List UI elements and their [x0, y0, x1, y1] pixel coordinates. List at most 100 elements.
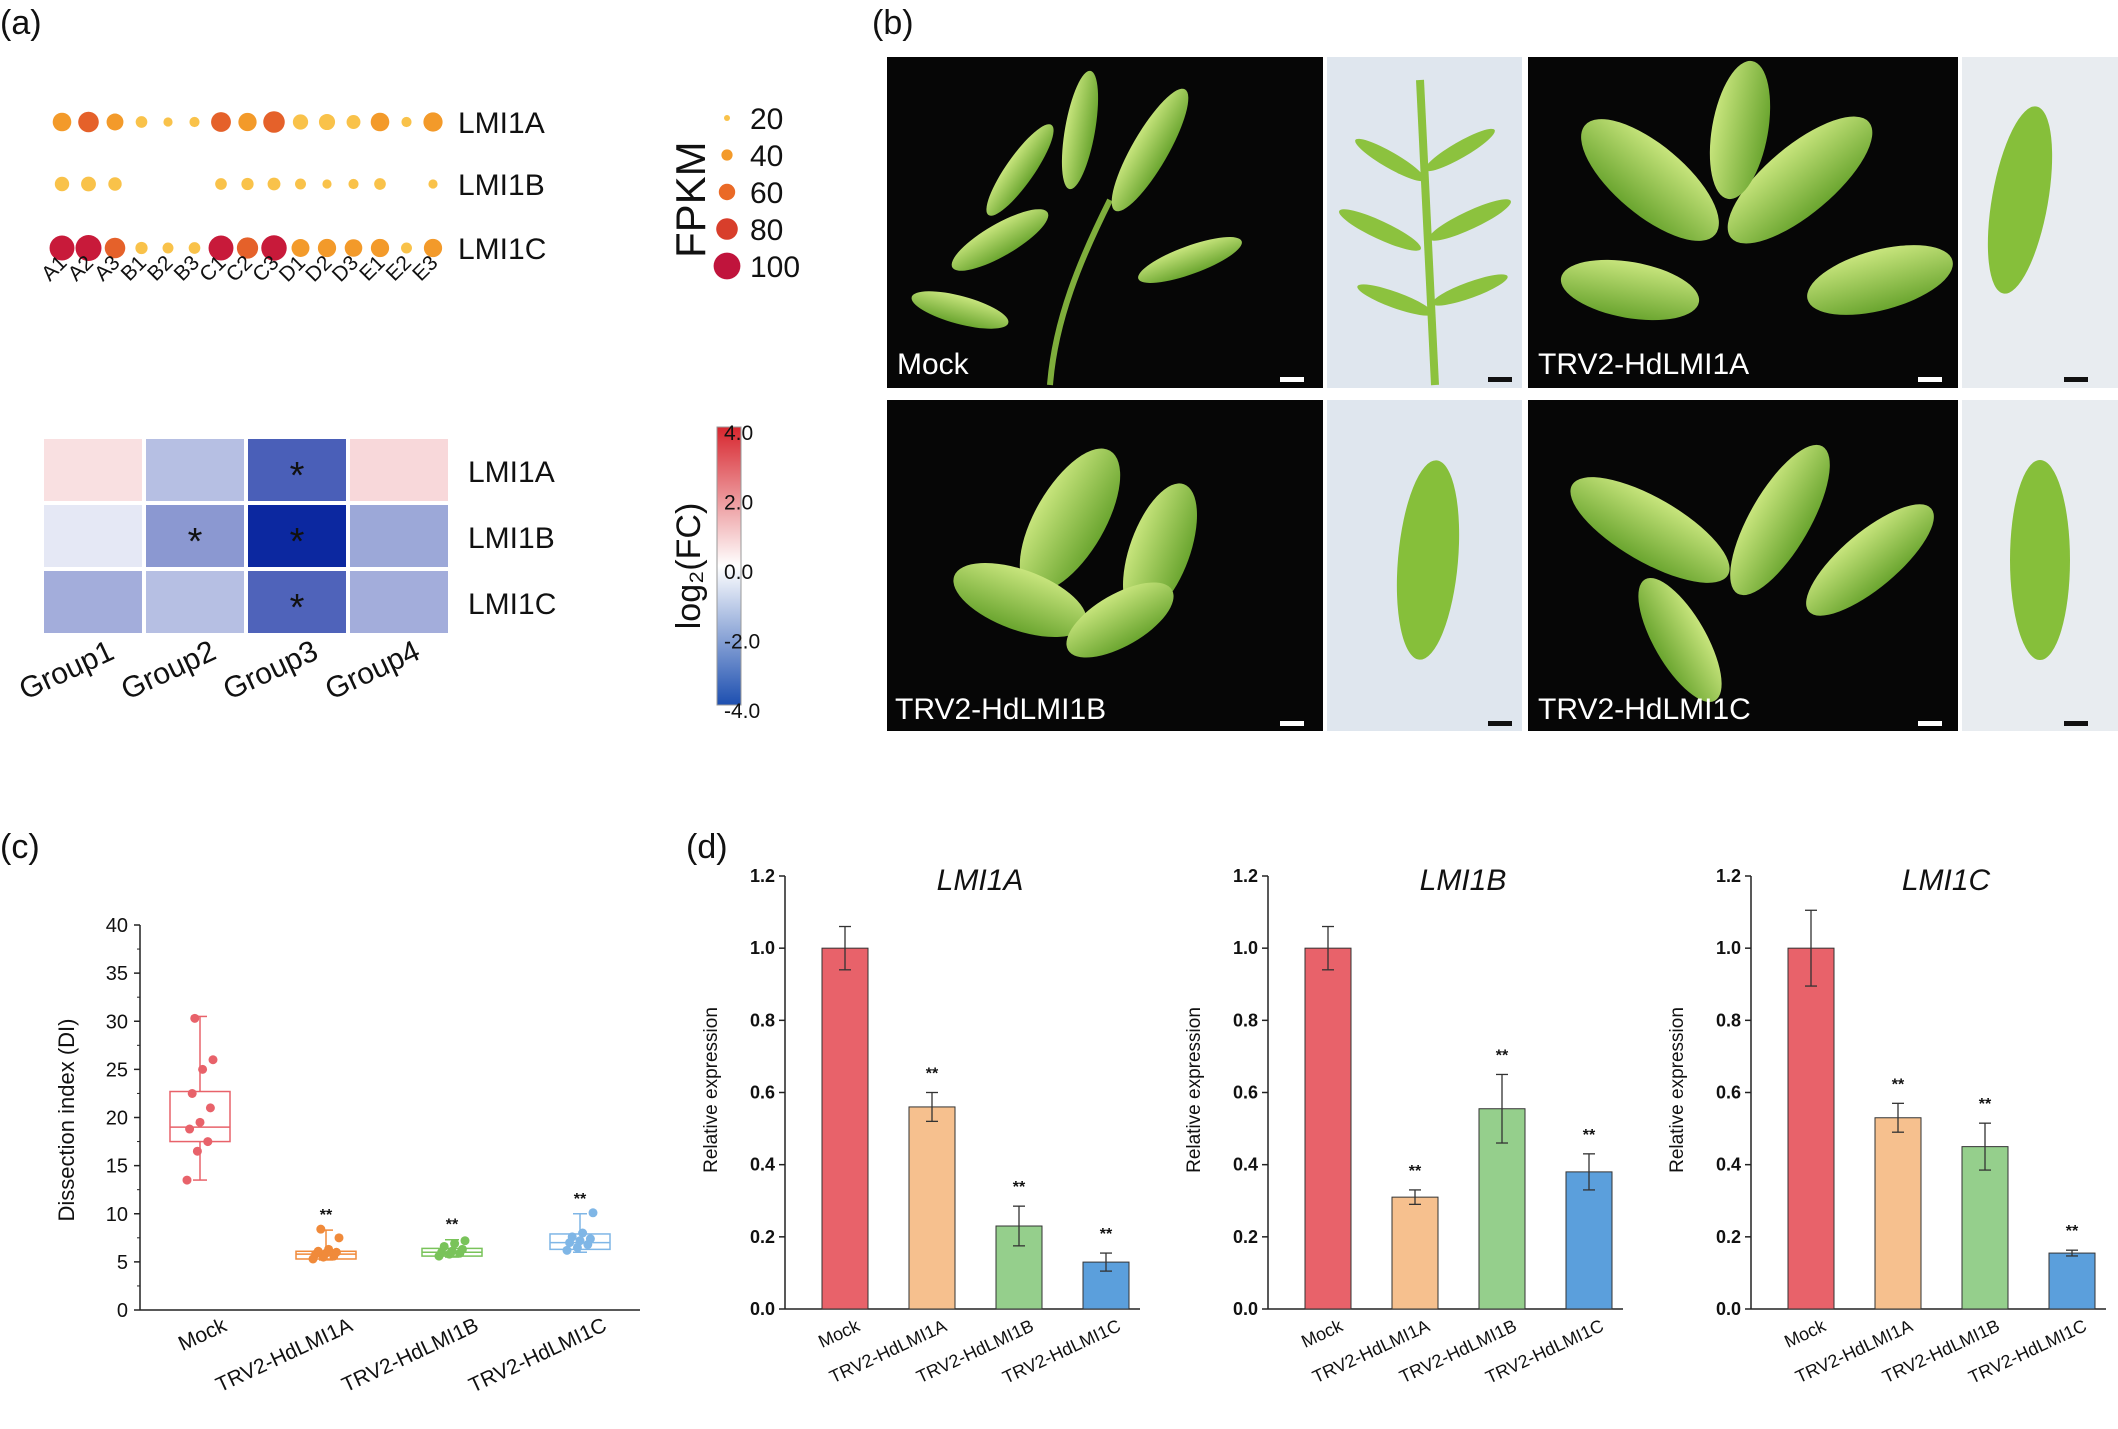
data-point: [187, 1088, 197, 1098]
gene-label: LMI1B: [468, 522, 555, 555]
colorbar-tick-label: -2.0: [724, 631, 760, 654]
y-tick-label: 0.0: [1233, 1299, 1258, 1319]
fpkm-point: [267, 177, 281, 191]
fpkm-point: [106, 113, 124, 131]
fpkm-point: [163, 117, 173, 127]
data-point: [578, 1228, 588, 1238]
y-tick-label: 0.8: [750, 1010, 775, 1030]
y-tick-label: 1.0: [750, 938, 775, 958]
fpkm-point: [370, 238, 390, 258]
gene-label: LMI1C: [458, 233, 546, 266]
group-label: Group2: [116, 634, 221, 706]
log2fc-heatmap: * * * * LMI1A LMI1B LMI1C Group1Group2Group3G…: [14, 422, 760, 723]
fpkm-point: [49, 235, 75, 261]
significance-label: **: [1892, 1076, 1905, 1093]
fpkm-point: [261, 235, 287, 261]
heatmap-cell: [42, 437, 144, 503]
fpkm-point: [263, 111, 285, 133]
category-label: TRV2-HdLMI1C: [465, 1314, 610, 1398]
colorbar-tick-label: 4.0: [724, 422, 753, 445]
y-tick-label: 0.6: [1233, 1083, 1258, 1103]
category-label: Mock: [1298, 1315, 1346, 1352]
bar: [908, 1106, 956, 1310]
y-tick-label: 1.0: [1716, 938, 1741, 958]
fpkm-legend-value: 40: [750, 140, 783, 173]
leaf-photo-icon: [1396, 460, 1460, 660]
y-tick-label: 30: [106, 1011, 128, 1033]
fpkm-point: [344, 239, 363, 257]
panel-label-d: (d): [686, 828, 728, 866]
significance-label: **: [320, 1207, 333, 1224]
lmi1a-bar-chart: 0.0 0.2 0.4 0.6 0.8 1.0 1.2 LMI1A Relative expre…: [701, 864, 1140, 1388]
data-point: [334, 1233, 344, 1243]
fpkm-point: [346, 115, 361, 129]
scale-bar: [2064, 377, 2088, 382]
data-point: [447, 1246, 457, 1256]
data-point: [450, 1239, 460, 1249]
bar: [1304, 947, 1352, 1310]
data-point: [562, 1245, 572, 1255]
y-tick-label: 0.6: [1716, 1083, 1741, 1103]
heatmap-cell: [246, 569, 348, 635]
data-point: [192, 1146, 202, 1156]
colorbar-tick-label: 2.0: [724, 492, 753, 515]
gene-label: LMI1B: [458, 169, 545, 202]
fpkm-point: [135, 116, 148, 128]
lmi1c-bar-chart: 0.0 0.2 0.4 0.6 0.8 1.0 1.2 LMI1C Relative expre…: [1667, 864, 2106, 1388]
heatmap-cell: [246, 437, 348, 503]
y-tick-label: 15: [106, 1156, 128, 1178]
fpkm-point: [317, 238, 337, 258]
significance-label: **: [2066, 1223, 2079, 1240]
fpkm-point: [370, 112, 390, 132]
colorbar-label: log₂(FC): [670, 503, 708, 630]
heatmap-cell: [246, 503, 348, 569]
data-point: [316, 1224, 326, 1234]
photo-label-lmi1b: TRV2-HdLMI1B: [895, 693, 1106, 726]
fpkm-point: [401, 116, 412, 128]
box: [169, 1090, 231, 1143]
plant-photo-icon: [953, 448, 1197, 658]
data-point: [190, 1013, 200, 1023]
y-tick-label: 20: [106, 1108, 128, 1130]
data-point: [324, 1244, 334, 1254]
fpkm-legend-swatch: [718, 183, 736, 201]
fpkm-point: [241, 177, 254, 191]
significance-mark: *: [290, 521, 305, 563]
scale-bar: [1488, 721, 1512, 726]
fpkm-legend-value: 100: [750, 251, 800, 284]
significance-label: **: [1583, 1127, 1596, 1144]
data-point: [331, 1247, 341, 1257]
fpkm-point: [374, 178, 386, 190]
photo-label-lmi1a: TRV2-HdLMI1A: [1538, 348, 1749, 381]
dissection-index-boxplot: 0 5 10 15 20 25 30 35 40 ** ** ** MockTRV2-HdLMI1A…: [54, 915, 640, 1398]
y-tick-label: 0.6: [750, 1083, 775, 1103]
colorbar: [716, 426, 742, 706]
scale-bar: [1918, 377, 1942, 382]
data-point: [567, 1232, 577, 1242]
fpkm-point: [318, 113, 336, 131]
category-label: TRV2-HdLMI1A: [212, 1314, 356, 1397]
data-point: [457, 1244, 467, 1254]
significance-label: **: [1100, 1226, 1113, 1243]
photo-mock-plant: [887, 57, 1323, 388]
category-label: Mock: [1781, 1315, 1829, 1352]
photo-label-lmi1c: TRV2-HdLMI1C: [1538, 693, 1751, 726]
colorbar-tick-label: -4.0: [724, 700, 760, 723]
data-point: [208, 1055, 218, 1065]
panel-label-c: (c): [0, 828, 40, 866]
leaf-photo-icon: [1339, 79, 1511, 386]
bar: [2048, 1252, 2096, 1310]
y-tick-label: 1.2: [750, 866, 775, 886]
fpkm-legend-value: 80: [750, 214, 783, 247]
data-point: [182, 1175, 192, 1185]
data-point: [313, 1246, 323, 1256]
fpkm-legend-swatch: [713, 252, 741, 280]
fpkm-legend-title: FPKM: [667, 141, 714, 258]
chart-title: LMI1C: [1902, 864, 1991, 897]
fpkm-point: [188, 242, 201, 254]
gene-label: LMI1C: [468, 588, 556, 621]
fpkm-point: [211, 112, 231, 132]
panel-label-b: (b): [872, 4, 914, 42]
significance-label: **: [1979, 1096, 1992, 1113]
